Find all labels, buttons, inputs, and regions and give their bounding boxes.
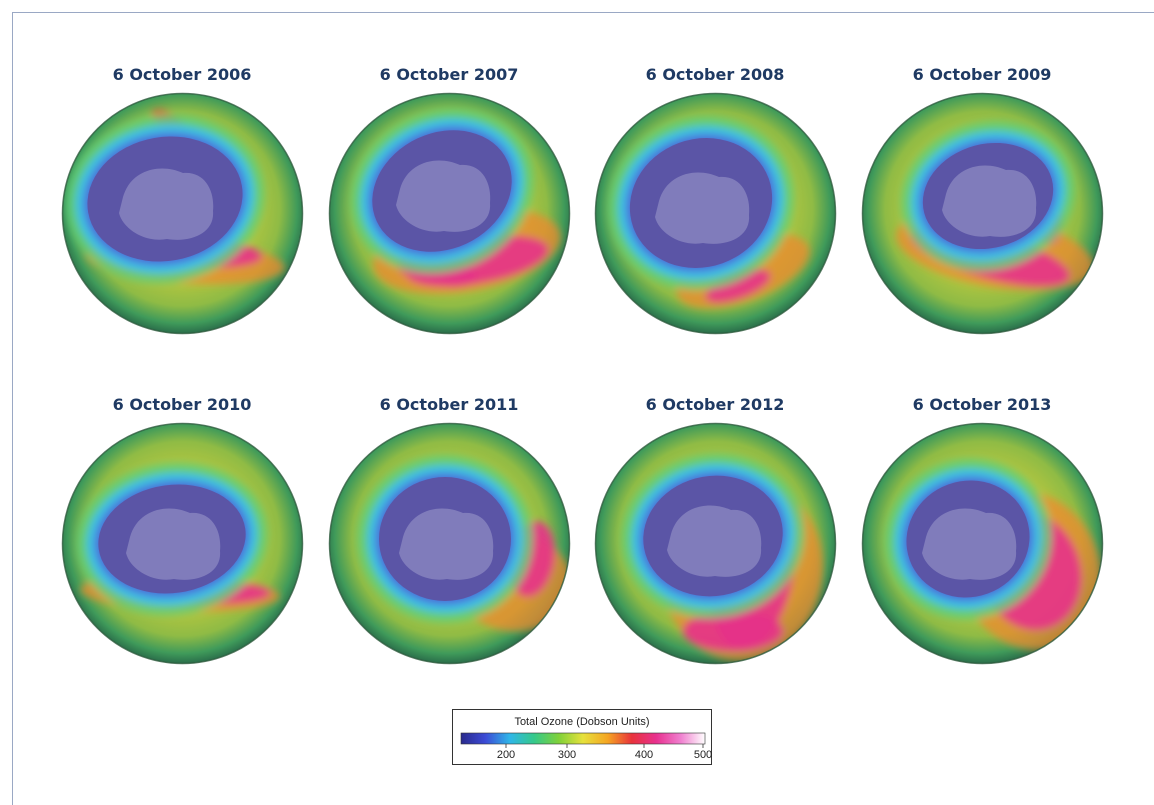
globe-rim [594, 92, 837, 335]
globe-rim [61, 92, 304, 335]
antarctica-outline [667, 505, 762, 577]
ozone-globe-2009 [861, 92, 1104, 335]
globe-rim [861, 422, 1104, 665]
ozone-globe-2010 [61, 422, 304, 665]
ozone-map-panel: 6 October 2009 [857, 65, 1107, 365]
ozone-map-panel: 6 October 2006 [57, 65, 307, 365]
antarctica-outline [922, 508, 1017, 580]
globe-rim [61, 422, 304, 665]
globe-layers [329, 93, 570, 334]
globe-layers [62, 423, 303, 664]
ozone-maximum [705, 269, 771, 303]
ozone-map-panel: 6 October 2007 [324, 65, 574, 365]
colorbar-gradient [460, 732, 706, 745]
ozone-map-panel: 6 October 2008 [590, 65, 840, 365]
map-date-label: 6 October 2012 [645, 395, 785, 414]
map-date-label: 6 October 2010 [112, 395, 252, 414]
map-date-label: 6 October 2007 [379, 65, 519, 84]
globe-layers [862, 423, 1103, 664]
globe-layers [595, 93, 836, 334]
ozone-colorbar-legend: Total Ozone (Dobson Units) 200 300 400 5… [452, 709, 712, 765]
colorbar-tick-300: 300 [557, 749, 577, 761]
ozone-map-panel: 6 October 2010 [57, 395, 307, 695]
ozone-globe-2011 [328, 422, 571, 665]
antarctica-outline [942, 165, 1037, 237]
map-date-label: 6 October 2006 [112, 65, 252, 84]
ozone-maximum [683, 611, 783, 651]
globe-layers [329, 423, 570, 664]
ozone-map-panel: 6 October 2012 [590, 395, 840, 695]
globe-layers [595, 423, 836, 664]
map-date-label: 6 October 2013 [912, 395, 1052, 414]
globe-rim [328, 422, 571, 665]
ozone-globe-2012 [594, 422, 837, 665]
ozone-map-panel: 6 October 2013 [857, 395, 1107, 695]
colorbar-tick-400: 400 [634, 749, 654, 761]
antarctica-outline [399, 508, 494, 580]
ozone-globe-2007 [328, 92, 571, 335]
ozone-globe-2008 [594, 92, 837, 335]
antarctica-outline [396, 160, 491, 232]
ozone-globe-2006 [61, 92, 304, 335]
globe-layers [862, 93, 1103, 334]
map-date-label: 6 October 2009 [912, 65, 1052, 84]
figure-frame [12, 12, 1154, 805]
colorbar-tick-500: 500 [693, 749, 713, 761]
antarctica-outline [126, 508, 221, 580]
colorbar-tick-200: 200 [496, 749, 516, 761]
globe-rim [594, 422, 837, 665]
globe-rim [861, 92, 1104, 335]
map-date-label: 6 October 2011 [379, 395, 519, 414]
globe-layers [62, 93, 303, 334]
antarctica-outline [119, 168, 214, 240]
globe-rim [328, 92, 571, 335]
ozone-globe-2013 [861, 422, 1104, 665]
colorbar [460, 732, 706, 748]
legend-title: Total Ozone (Dobson Units) [514, 716, 650, 728]
antarctica-outline [655, 172, 750, 244]
ozone-map-panel: 6 October 2011 [324, 395, 574, 695]
map-date-label: 6 October 2008 [645, 65, 785, 84]
